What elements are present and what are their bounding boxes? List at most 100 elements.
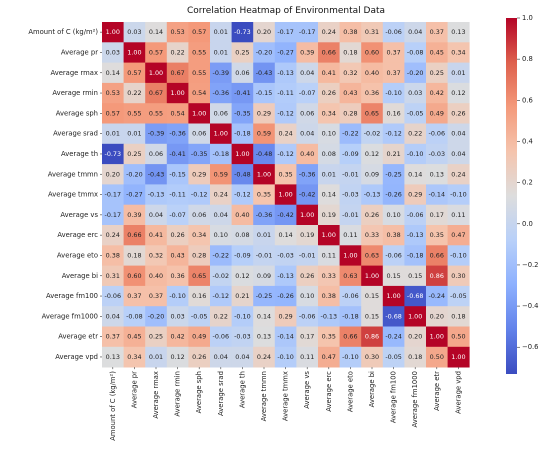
cell-value-label: -0.17 <box>105 191 122 199</box>
heatmap-cell <box>361 346 384 368</box>
cell-value-label: 0.53 <box>106 89 120 97</box>
cell-value-label: 0.63 <box>343 272 357 280</box>
heatmap-cell <box>361 143 384 165</box>
cell-value-label: 0.06 <box>235 69 249 77</box>
cell-value-label: -0.09 <box>342 150 359 158</box>
cell-value-label: -0.42 <box>277 211 294 219</box>
cell-value-label: -0.14 <box>429 191 446 199</box>
x-tick-label: Amount of C (kg/m²) <box>109 371 117 441</box>
heatmap-cell <box>426 245 448 266</box>
heatmap-cell <box>361 123 384 145</box>
cell-value-label: 0.60 <box>365 48 379 56</box>
heatmap-cell <box>339 62 362 84</box>
x-tick-label: Average fm100 <box>390 371 398 423</box>
heatmap-cell <box>404 123 427 145</box>
heatmap-cell <box>188 164 211 185</box>
cell-value-label: 0.18 <box>408 353 422 361</box>
cell-value-label: -0.10 <box>234 312 251 320</box>
heatmap-cell <box>274 42 297 63</box>
heatmap-cell <box>123 62 146 84</box>
heatmap-cell <box>404 42 427 63</box>
cell-value-label: -0.42 <box>299 191 316 199</box>
cell-value-label: -0.10 <box>407 150 424 158</box>
cell-value-label: -0.35 <box>191 150 208 158</box>
cell-value-label: 0.14 <box>257 312 271 320</box>
cell-value-label: -0.10 <box>450 191 467 199</box>
heatmap-cell <box>166 143 189 165</box>
cell-value-label: 0.12 <box>451 89 465 97</box>
cell-value-label: 0.66 <box>127 231 141 239</box>
heatmap-cell <box>188 103 211 124</box>
cell-value-label: 0.20 <box>430 312 444 320</box>
heatmap-cell <box>318 204 340 226</box>
cell-value-label: 0.25 <box>430 69 444 77</box>
cell-value-label: -0.39 <box>213 69 230 77</box>
cell-value-label: 0.06 <box>214 109 228 117</box>
heatmap-cell <box>404 103 427 124</box>
heatmap-cell <box>210 204 232 226</box>
cell-value-label: -0.73 <box>105 150 122 158</box>
cell-value-label: -0.17 <box>299 28 316 36</box>
cell-value-label: -0.08 <box>126 312 143 320</box>
cell-value-label: -0.05 <box>407 109 424 117</box>
cell-value-label: 0.22 <box>127 89 141 97</box>
cell-value-label: -0.05 <box>191 312 208 320</box>
cell-value-label: -0.15 <box>169 170 186 178</box>
cell-value-label: 0.22 <box>214 312 228 320</box>
heatmap-cell <box>145 123 168 145</box>
cell-value-label: -0.10 <box>277 353 294 361</box>
cell-value-label: 0.11 <box>300 353 314 361</box>
cell-value-label: 0.29 <box>278 312 292 320</box>
heatmap-cell <box>361 285 384 307</box>
heatmap-cell <box>318 306 340 327</box>
cell-value-label: -0.06 <box>342 292 359 300</box>
cell-value-label: -0.18 <box>234 130 251 138</box>
heatmap-cell <box>102 204 124 226</box>
cell-value-label: 0.40 <box>235 211 249 219</box>
heatmap-cell <box>382 62 405 84</box>
heatmap-cell <box>382 225 405 246</box>
heatmap-cell <box>231 265 254 287</box>
cell-value-label: 0.40 <box>365 69 379 77</box>
heatmap-cell <box>231 306 254 327</box>
heatmap-cell <box>426 82 448 104</box>
cell-value-label: 0.10 <box>300 292 314 300</box>
x-tick-label: Average fm1000 <box>411 371 419 427</box>
cell-value-label: 0.31 <box>106 272 120 280</box>
heatmap-cell <box>123 326 146 348</box>
cell-value-label: 0.35 <box>257 191 271 199</box>
cell-value-label: 0.21 <box>235 292 249 300</box>
cell-value-label: 0.14 <box>278 231 292 239</box>
heatmap-cell <box>274 123 297 145</box>
cell-value-label: 0.24 <box>257 353 271 361</box>
heatmap-cell <box>426 62 448 84</box>
cell-value-label: 0.33 <box>322 272 336 280</box>
heatmap-cell <box>102 123 124 145</box>
cell-value-label: -0.06 <box>385 28 402 36</box>
cell-value-label: 0.50 <box>451 333 465 341</box>
cell-value-label: -0.03 <box>429 150 446 158</box>
cell-value-label: -0.12 <box>277 109 294 117</box>
cell-value-label: 0.29 <box>257 109 271 117</box>
heatmap-cell <box>404 62 427 84</box>
heatmap-cell <box>123 265 146 287</box>
heatmap-cell <box>123 204 146 226</box>
cell-value-label: 0.06 <box>300 109 314 117</box>
cell-value-label: -0.11 <box>169 191 186 199</box>
heatmap-cell <box>382 22 405 43</box>
cell-value-label: 0.35 <box>322 333 336 341</box>
cell-value-label: 0.47 <box>451 231 465 239</box>
heatmap-cell <box>296 204 319 226</box>
cell-value-label: 0.55 <box>127 109 141 117</box>
cell-value-label: 0.38 <box>386 231 400 239</box>
cell-value-label: 0.59 <box>214 170 228 178</box>
heatmap-cell <box>188 123 211 145</box>
heatmap-cell <box>318 82 340 104</box>
heatmap-cell <box>318 123 340 145</box>
cell-value-label: 0.13 <box>430 170 444 178</box>
cell-value-label: 0.30 <box>451 272 465 280</box>
y-tick-label: Average eto <box>57 251 98 259</box>
heatmap-cell <box>123 82 146 104</box>
heatmap-cell <box>296 82 319 104</box>
colorbar-tick-label: 0.8 <box>522 55 533 63</box>
